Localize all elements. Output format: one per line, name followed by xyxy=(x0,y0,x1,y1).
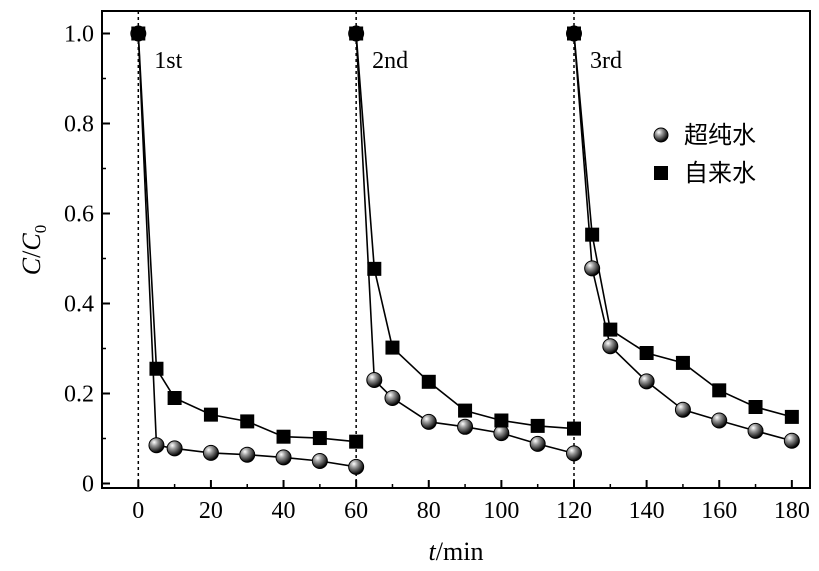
data-point-sphere xyxy=(711,412,728,429)
y-tick-label: 0.8 xyxy=(64,112,94,138)
y-tick-label: 0.2 xyxy=(64,382,94,408)
data-point-square xyxy=(748,400,763,414)
data-point-sphere xyxy=(384,390,401,406)
data-point-square xyxy=(675,355,690,370)
x-tick-label: 180 xyxy=(774,498,810,524)
data-point-square xyxy=(567,26,581,41)
data-point-square xyxy=(349,26,364,41)
data-point-sphere xyxy=(457,418,474,435)
y-tick-label: 1.0 xyxy=(64,22,94,48)
y-axis-title: C/C0 xyxy=(17,225,50,275)
data-point-sphere xyxy=(311,453,328,469)
series-line-2 xyxy=(137,33,357,443)
data-point-square xyxy=(494,413,509,428)
x-tick-label: 80 xyxy=(417,498,441,524)
data-point-sphere xyxy=(529,435,546,452)
data-point-sphere xyxy=(493,425,510,442)
x-tick-label: 0 xyxy=(132,498,144,524)
x-tick-label: 40 xyxy=(272,498,296,524)
x-tick-label: 100 xyxy=(483,498,519,524)
y-axis: 0 0.2 0.4 0.6 0.8 1.0 xyxy=(64,22,110,498)
data-point-sphere xyxy=(747,422,764,439)
legend-label-ultrapure-water: 超纯水 xyxy=(684,121,756,149)
cycle-divider-lines xyxy=(137,11,575,488)
data-point-square xyxy=(784,409,799,424)
data-point-sphere xyxy=(783,432,800,449)
cycle-label: 3rd xyxy=(590,48,622,74)
y-tick-label: 0 xyxy=(82,472,94,498)
data-point-square xyxy=(567,421,581,436)
data-point-sphere xyxy=(239,446,256,463)
data-point-square xyxy=(367,261,382,276)
data-point-square xyxy=(530,418,545,433)
legend: 超纯水 自来水 xyxy=(653,121,756,187)
legend-marker-square xyxy=(654,166,668,180)
data-point-square xyxy=(349,434,364,449)
data-point-square xyxy=(312,431,327,446)
x-tick-label: 160 xyxy=(701,498,737,524)
cycle-label: 2nd xyxy=(372,48,408,74)
x-axis-title: t/min xyxy=(429,537,484,566)
plot-frame xyxy=(101,10,811,489)
data-point-sphere xyxy=(166,440,183,457)
data-point-square xyxy=(149,361,164,376)
data-point-sphere xyxy=(348,458,365,475)
data-point-sphere xyxy=(366,372,383,388)
data-point-sphere xyxy=(566,445,582,462)
data-point-square xyxy=(639,346,654,360)
data-point-square xyxy=(712,383,727,398)
series-line-2 xyxy=(355,33,575,430)
data-point-sphere xyxy=(275,449,292,466)
cycle-labels: 1st 2nd 3rd xyxy=(154,48,622,74)
series-lines xyxy=(137,33,793,468)
x-axis: 0 20 40 60 80 100 120 140 160 180 xyxy=(132,480,810,524)
data-point-square xyxy=(603,322,618,337)
data-point-square xyxy=(167,391,182,405)
data-point-sphere xyxy=(674,401,691,418)
legend-label-tap-water: 自来水 xyxy=(684,159,756,187)
data-point-sphere xyxy=(584,260,601,277)
legend-marker-sphere xyxy=(653,127,669,143)
x-tick-label: 120 xyxy=(556,498,592,524)
data-point-square xyxy=(240,414,255,429)
data-point-square xyxy=(276,429,291,444)
x-tick-label: 20 xyxy=(199,498,223,524)
data-point-sphere xyxy=(420,413,437,430)
data-point-square xyxy=(385,340,400,355)
data-point-sphere xyxy=(602,338,619,355)
series-line-1 xyxy=(573,33,793,442)
series-line-1 xyxy=(355,33,575,455)
x-tick-label: 140 xyxy=(629,498,665,524)
data-point-sphere xyxy=(638,373,655,390)
y-tick-label: 0.4 xyxy=(64,292,94,318)
data-point-square xyxy=(131,26,146,41)
cycle-label: 1st xyxy=(154,48,182,74)
data-point-square xyxy=(421,374,436,389)
data-point-square xyxy=(585,227,600,242)
data-point-sphere xyxy=(148,437,165,454)
series-markers xyxy=(130,25,800,475)
x-tick-label: 60 xyxy=(344,498,368,524)
y-tick-label: 0.6 xyxy=(64,202,94,228)
data-point-sphere xyxy=(202,444,219,461)
data-point-square xyxy=(458,403,473,418)
data-point-square xyxy=(203,407,218,422)
